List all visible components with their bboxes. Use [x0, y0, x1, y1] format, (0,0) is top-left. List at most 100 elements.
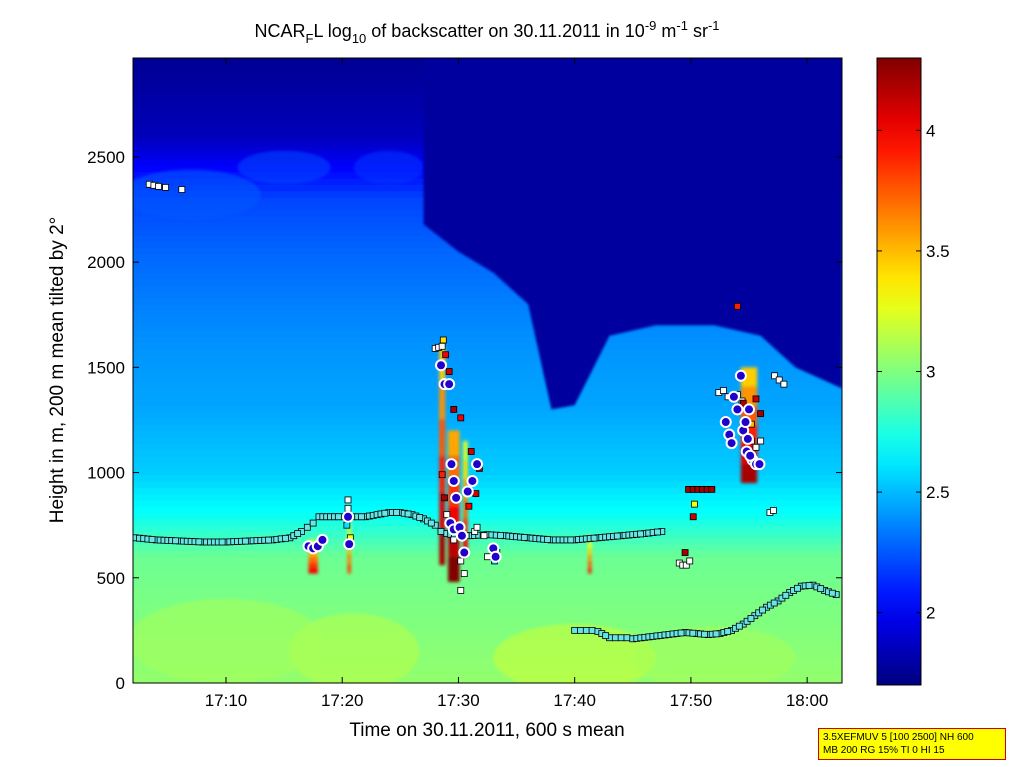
layer-marker-white — [450, 536, 458, 544]
cloud-cell — [447, 531, 460, 557]
layer-marker-white — [771, 372, 778, 380]
field-band — [133, 493, 842, 501]
field-band — [133, 417, 842, 425]
colorbar: 2 2.5 3 3.5 4 — [876, 57, 950, 686]
field-band — [133, 430, 842, 438]
layer-marker-cyan — [294, 530, 302, 537]
layer-marker-cyan — [805, 582, 813, 589]
field-band — [133, 373, 842, 381]
field-band — [133, 398, 842, 406]
plot-frame — [132, 57, 843, 684]
field-band — [133, 285, 842, 293]
layer-marker-cyan — [794, 584, 801, 592]
layer-marker-cyan — [358, 513, 365, 521]
layer-marker-cyan — [677, 629, 685, 637]
field-band — [133, 411, 842, 419]
field-band — [133, 499, 842, 507]
layer-marker-cyan — [701, 630, 708, 638]
layer-marker-cyan — [404, 510, 412, 518]
layer-marker-white — [770, 507, 777, 514]
layer-marker-cyan — [712, 630, 720, 638]
x-tick-label: 17:30 — [437, 691, 480, 710]
field-blob — [288, 613, 419, 683]
cloud-cell — [347, 524, 351, 535]
layer-marker-cyan — [724, 628, 732, 635]
cloud-base-marker — [316, 533, 329, 546]
layer-marker-colored — [442, 351, 450, 359]
y-tick-label: 500 — [97, 569, 125, 588]
cloud-cell — [588, 567, 592, 574]
cloud-base-marker — [743, 403, 756, 416]
layer-marker-cyan — [747, 615, 755, 622]
layer-marker-colored — [690, 500, 698, 508]
field-band — [133, 455, 842, 463]
layer-marker-white — [344, 496, 352, 504]
layer-marker-cyan — [218, 538, 226, 546]
layer-marker-colored — [472, 490, 480, 498]
field-band — [133, 361, 842, 368]
layer-marker-white — [752, 443, 760, 451]
layer-marker-colored — [733, 302, 741, 310]
layer-marker-cyan — [602, 632, 610, 640]
x-tick-label: 17:10 — [205, 691, 248, 710]
cloud-base-marker — [455, 529, 468, 542]
cloud-base-marker — [741, 432, 754, 445]
cloud-base-marker — [744, 449, 757, 462]
layer-marker-cyan — [303, 523, 311, 531]
layer-marker-cyan — [577, 626, 584, 634]
layer-marker-cyan — [265, 536, 273, 544]
x-axis: 17:10 17:20 17:30 17:40 17:50 18:00 — [205, 58, 828, 710]
field-band — [133, 575, 842, 583]
cloud-base-marker — [734, 369, 747, 382]
field-band — [133, 512, 842, 520]
layer-marker-cyan — [582, 626, 590, 634]
x-tick-label: 17:20 — [321, 691, 364, 710]
layer-marker-cyan — [623, 634, 631, 642]
layer-marker-cyan — [393, 509, 400, 516]
layer-marker-cyan — [654, 528, 661, 536]
colorbar-tick-label: 4 — [926, 121, 935, 140]
cloud-cell — [463, 440, 468, 461]
cloud-base-marker — [450, 491, 463, 504]
cloud-base-marker — [342, 510, 355, 523]
layer-marker-cyan — [588, 626, 596, 634]
cloud-base-marker — [435, 359, 448, 372]
field-band — [133, 506, 842, 514]
clear-air-polygon — [423, 58, 842, 410]
field-band — [133, 670, 842, 678]
layer-marker-cyan — [437, 528, 445, 535]
field-band — [133, 348, 842, 356]
plot-area — [133, 58, 842, 683]
field-band — [133, 588, 842, 596]
layer-marker-cyan — [637, 530, 644, 538]
layer-marker-cyan — [689, 629, 697, 637]
field-band — [133, 600, 842, 608]
cloud-cell — [439, 419, 446, 456]
cloud-base-marker — [753, 458, 766, 471]
layer-marker-white — [757, 437, 765, 445]
field-blob — [133, 169, 261, 221]
y-axis-title: Height in m, 200 m mean tilted by 2° — [47, 217, 68, 523]
cloud-cell — [308, 556, 318, 563]
layer-marker-white — [686, 557, 694, 565]
cloud-cell — [439, 382, 446, 420]
layer-marker-white — [484, 553, 491, 561]
field-band — [133, 367, 842, 375]
field-band — [133, 607, 842, 615]
field-band — [133, 266, 842, 274]
cloud-cell — [588, 542, 592, 549]
layer-marker-cyan — [416, 514, 424, 521]
field-band — [133, 626, 842, 634]
chart-title: NCARFL log10 of backscatter on 30.11.201… — [254, 18, 719, 46]
field-blob — [353, 150, 424, 185]
field-band — [133, 657, 842, 665]
cloud-base-marker — [445, 458, 458, 471]
layer-marker-cyan — [334, 513, 342, 521]
layer-marker-colored — [465, 502, 473, 510]
layer-marker-cyan — [427, 519, 435, 527]
field-band — [133, 581, 842, 589]
layer-marker-white — [720, 387, 727, 394]
field-band — [133, 651, 842, 659]
layer-marker-colored — [708, 485, 716, 493]
colorbar-tick-label: 3 — [926, 363, 935, 382]
